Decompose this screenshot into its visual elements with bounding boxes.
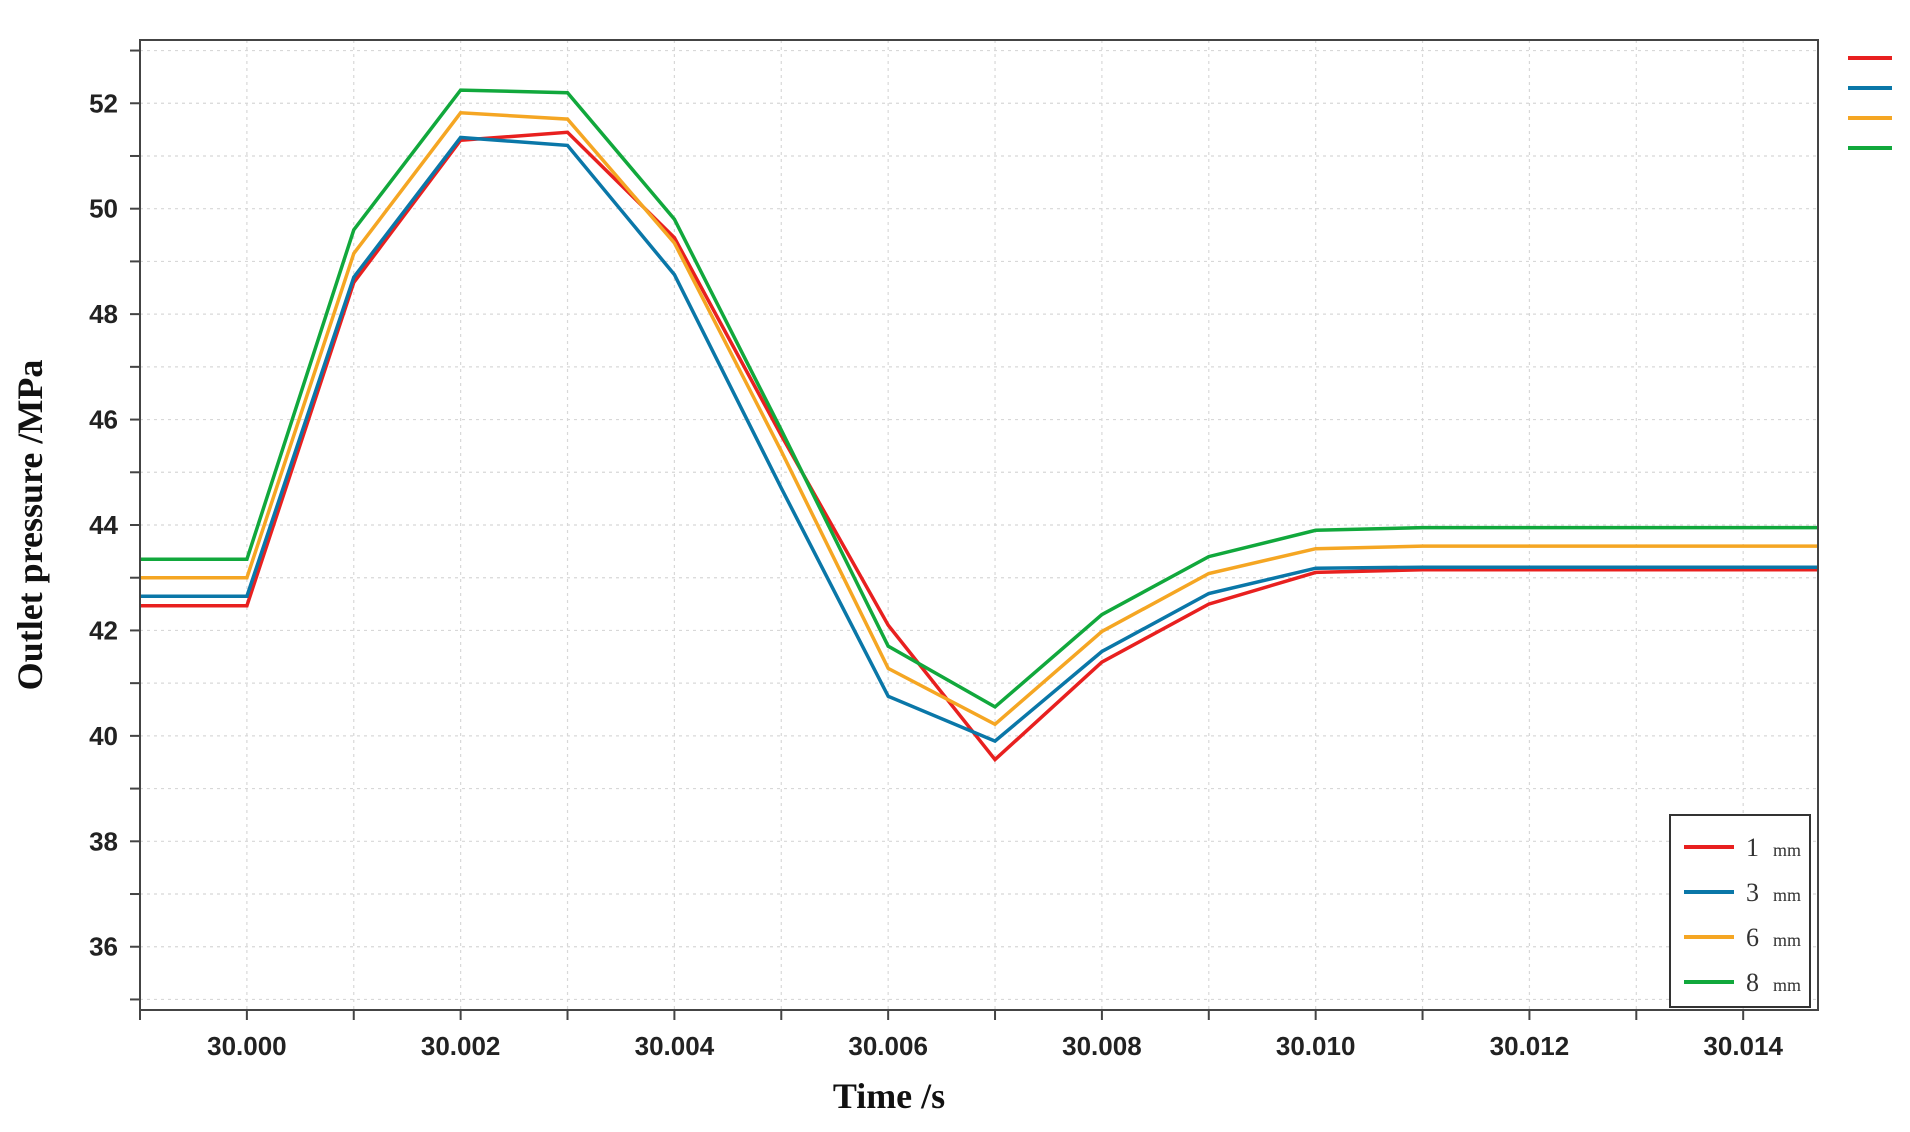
y-tick-label: 50 [89, 194, 118, 224]
legend-series-unit: mm [1773, 975, 1801, 995]
series-line-1mm [140, 130, 1818, 763]
legend-series-unit: mm [1773, 840, 1801, 860]
legend-series-unit: mm [1773, 930, 1801, 950]
x-tick-label: 30.008 [1062, 1031, 1142, 1061]
x-axis-title: Time /s [833, 1076, 945, 1116]
x-tick-label: 30.006 [848, 1031, 928, 1061]
y-tick-label: 38 [89, 826, 118, 856]
x-tick-label: 30.010 [1276, 1031, 1356, 1061]
legend-series-name: 1 [1746, 833, 1759, 862]
x-tick-label: 30.002 [421, 1031, 501, 1061]
legend-label: 3 mm [1746, 878, 1801, 907]
x-tick-label: 30.012 [1490, 1031, 1570, 1061]
legend-series-name: 3 [1746, 878, 1759, 907]
legend-label: 8 mm [1746, 968, 1801, 997]
y-tick-label: 44 [89, 510, 118, 540]
x-tick-label: 30.004 [635, 1031, 715, 1061]
top-legend-swatches [1848, 56, 1892, 150]
series-layer [140, 88, 1818, 763]
y-tick-label: 40 [89, 721, 118, 751]
series-line-8mm [140, 88, 1818, 710]
y-tick-label: 46 [89, 405, 118, 435]
grid [139, 40, 1818, 1010]
x-tick-label: 30.000 [207, 1031, 287, 1061]
y-axis-title: Outlet pressure /MPa [10, 360, 50, 691]
y-tick-label: 48 [89, 299, 118, 329]
legend-label: 6 mm [1746, 923, 1801, 952]
legend-series-unit: mm [1773, 885, 1801, 905]
series-line-6mm [140, 110, 1818, 727]
y-tick-label: 42 [89, 615, 118, 645]
y-tick-label: 52 [89, 88, 118, 118]
y-axis: 36 38 40 42 44 46 48 50 52 [89, 49, 140, 1001]
x-tick-label: 30.014 [1703, 1031, 1783, 1061]
legend-label: 1 mm [1746, 833, 1801, 862]
legend: 1 mm 3 mm 6 mm 8 mm [1669, 814, 1811, 1008]
legend-series-name: 6 [1746, 923, 1759, 952]
series-line-3mm [140, 135, 1818, 744]
legend-series-name: 8 [1746, 968, 1759, 997]
x-axis: 30.000 30.002 30.004 30.006 30.008 30.010 30.0… [139, 1010, 1783, 1061]
y-tick-label: 36 [89, 932, 118, 962]
